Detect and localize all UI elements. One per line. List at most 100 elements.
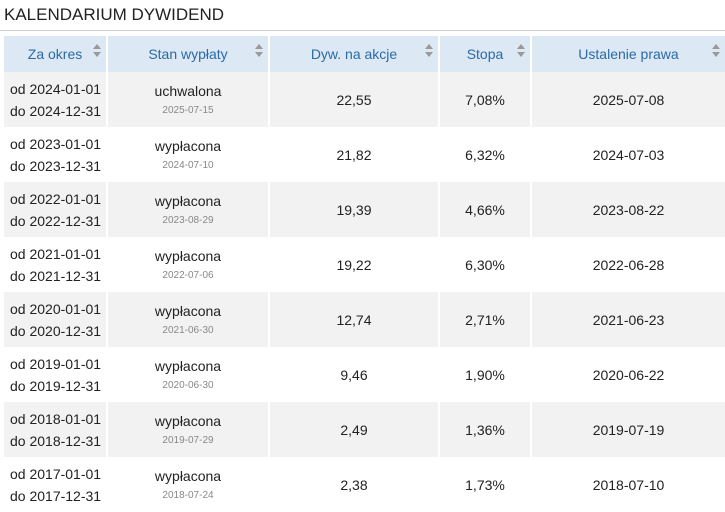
column-header[interactable]: Ustalenie prawa <box>530 36 725 72</box>
period-from: od 2017-01-01 <box>10 465 102 482</box>
column-header[interactable]: Dyw. na akcje <box>268 36 439 72</box>
status-cell: uchwalona 2025-07-15 <box>106 72 269 127</box>
record-date: 2022-06-28 <box>530 237 725 292</box>
dividend-per-share: 12,74 <box>268 292 439 347</box>
table-row: od 2023-01-01 do 2023-12-31 wypłacona 2024-… <box>4 127 725 182</box>
status-cell: wypłacona 2020-06-30 <box>106 347 269 402</box>
dividend-per-share: 19,39 <box>268 182 439 237</box>
period-to: do 2021-12-31 <box>10 267 102 284</box>
payment-status: wypłacona <box>154 467 222 484</box>
period-from: od 2024-01-01 <box>10 80 102 97</box>
title-rule <box>0 30 725 31</box>
period-to: do 2019-12-31 <box>10 377 102 394</box>
status-date: 2020-06-30 <box>162 379 214 391</box>
column-label: Dyw. na akcje <box>310 46 398 62</box>
record-date: 2019-07-19 <box>530 402 725 457</box>
record-date: 2020-06-22 <box>530 347 725 402</box>
status-date: 2025-07-15 <box>162 104 214 116</box>
payment-status: wypłacona <box>154 137 222 154</box>
sort-icon[interactable] <box>425 44 433 60</box>
period-from: od 2022-01-01 <box>10 190 102 207</box>
dividend-yield: 1,90% <box>438 347 531 402</box>
period-from: od 2019-01-01 <box>10 355 102 372</box>
dividend-yield: 6,30% <box>438 237 531 292</box>
sort-icon[interactable] <box>93 44 101 60</box>
status-date: 2021-06-30 <box>162 324 214 336</box>
period-from: od 2018-01-01 <box>10 410 102 427</box>
sort-icon[interactable] <box>255 44 263 60</box>
section-title: KALENDARIUM DYWIDEND <box>4 5 225 24</box>
table-row: od 2017-01-01 do 2017-12-31 wypłacona 2018-… <box>4 457 725 512</box>
dividend-per-share: 2,49 <box>268 402 439 457</box>
payment-status: wypłacona <box>154 192 222 209</box>
payment-status: wypłacona <box>154 412 222 429</box>
column-label: Za okres <box>27 46 83 62</box>
period-from: od 2020-01-01 <box>10 300 102 317</box>
dividend-table: Za okres Stan wypłaty Dyw. na akcje Stopa Us… <box>4 36 725 512</box>
dividend-per-share: 22,55 <box>268 72 439 127</box>
period-to: do 2020-12-31 <box>10 322 102 339</box>
status-cell: wypłacona 2019-07-29 <box>106 402 269 457</box>
status-cell: wypłacona 2022-07-06 <box>106 237 269 292</box>
sort-icon[interactable] <box>712 44 720 60</box>
status-cell: wypłacona 2018-07-24 <box>106 457 269 512</box>
status-date: 2022-07-06 <box>162 269 214 281</box>
record-date: 2024-07-03 <box>530 127 725 182</box>
dividend-yield: 6,32% <box>438 127 531 182</box>
status-date: 2024-07-10 <box>162 159 214 171</box>
record-date: 2018-07-10 <box>530 457 725 512</box>
dividend-per-share: 19,22 <box>268 237 439 292</box>
payment-status: wypłacona <box>154 302 222 319</box>
period-cell: od 2021-01-01 do 2021-12-31 <box>4 237 107 292</box>
period-from: od 2021-01-01 <box>10 245 102 262</box>
column-label: Ustalenie prawa <box>578 46 679 62</box>
period-to: do 2023-12-31 <box>10 157 102 174</box>
dividend-per-share: 9,46 <box>268 347 439 402</box>
status-date: 2018-07-24 <box>162 489 214 501</box>
dividend-yield: 7,08% <box>438 72 531 127</box>
table-row: od 2021-01-01 do 2021-12-31 wypłacona 2022-… <box>4 237 725 292</box>
period-from: od 2023-01-01 <box>10 135 102 152</box>
period-cell: od 2017-01-01 do 2017-12-31 <box>4 457 107 512</box>
payment-status: wypłacona <box>154 247 222 264</box>
period-cell: od 2022-01-01 do 2022-12-31 <box>4 182 107 237</box>
column-header[interactable]: Stan wypłaty <box>106 36 269 72</box>
period-cell: od 2020-01-01 do 2020-12-31 <box>4 292 107 347</box>
column-label: Stan wypłaty <box>148 46 228 62</box>
status-cell: wypłacona 2023-08-29 <box>106 182 269 237</box>
record-date: 2025-07-08 <box>530 72 725 127</box>
column-header[interactable]: Stopa <box>438 36 531 72</box>
column-label: Stopa <box>466 46 504 62</box>
dividend-per-share: 21,82 <box>268 127 439 182</box>
status-cell: wypłacona 2024-07-10 <box>106 127 269 182</box>
status-date: 2023-08-29 <box>162 214 214 226</box>
period-cell: od 2019-01-01 do 2019-12-31 <box>4 347 107 402</box>
column-header[interactable]: Za okres <box>4 36 107 72</box>
table-row: od 2018-01-01 do 2018-12-31 wypłacona 2019-… <box>4 402 725 457</box>
payment-status: uchwalona <box>154 82 222 99</box>
period-cell: od 2023-01-01 do 2023-12-31 <box>4 127 107 182</box>
record-date: 2021-06-23 <box>530 292 725 347</box>
status-date: 2019-07-29 <box>162 434 214 446</box>
period-cell: od 2024-01-01 do 2024-12-31 <box>4 72 107 127</box>
sort-icon[interactable] <box>517 44 525 60</box>
dividend-yield: 1,36% <box>438 402 531 457</box>
period-to: do 2018-12-31 <box>10 432 102 449</box>
dividend-yield: 4,66% <box>438 182 531 237</box>
period-cell: od 2018-01-01 do 2018-12-31 <box>4 402 107 457</box>
table-row: od 2024-01-01 do 2024-12-31 uchwalona 2025-… <box>4 72 725 127</box>
period-to: do 2024-12-31 <box>10 102 102 119</box>
table-row: od 2022-01-01 do 2022-12-31 wypłacona 2023-… <box>4 182 725 237</box>
table-row: od 2020-01-01 do 2020-12-31 wypłacona 2021-… <box>4 292 725 347</box>
period-to: do 2022-12-31 <box>10 212 102 229</box>
payment-status: wypłacona <box>154 357 222 374</box>
table-body: od 2024-01-01 do 2024-12-31 uchwalona 2025-… <box>4 72 725 512</box>
record-date: 2023-08-22 <box>530 182 725 237</box>
period-to: do 2017-12-31 <box>10 487 102 504</box>
dividend-per-share: 2,38 <box>268 457 439 512</box>
table-row: od 2019-01-01 do 2019-12-31 wypłacona 2020-… <box>4 347 725 402</box>
dividend-yield: 2,71% <box>438 292 531 347</box>
status-cell: wypłacona 2021-06-30 <box>106 292 269 347</box>
dividend-yield: 1,73% <box>438 457 531 512</box>
